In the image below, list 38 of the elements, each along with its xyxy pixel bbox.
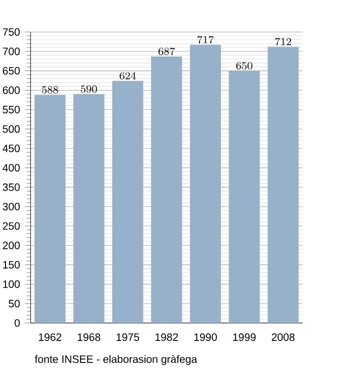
y-tick-label: 300 [2, 202, 20, 210]
source-note: fonte INSEE - elaborasion gràfega [34, 354, 198, 366]
x-tick-label: 1968 [78, 333, 100, 341]
y-tick-label: 450 [2, 144, 20, 152]
data-label: 717 [198, 36, 214, 44]
data-label: 588 [42, 86, 58, 94]
data-label: 624 [120, 72, 136, 80]
bar [151, 56, 182, 323]
y-tick-label: 200 [2, 242, 20, 250]
y-tick-label: 0 [14, 319, 20, 327]
x-tick-label: 1982 [156, 333, 178, 341]
y-tick-label: 100 [3, 280, 20, 288]
x-tick-label: 1999 [233, 333, 256, 341]
x-tick-label: 1975 [116, 333, 140, 341]
x-tick-label: 1990 [194, 333, 217, 341]
y-tick-label: 250 [2, 222, 20, 230]
y-tick-label: 650 [2, 67, 20, 75]
bar [268, 46, 299, 323]
y-tick-label: 350 [2, 183, 20, 191]
bar [228, 70, 260, 323]
data-label: 650 [236, 62, 252, 70]
y-tick-label: 150 [3, 261, 20, 269]
x-tick-label: 1962 [38, 333, 62, 341]
bar [34, 94, 66, 323]
y-tick-label: 50 [8, 300, 20, 308]
data-label: 687 [158, 48, 175, 56]
y-tick-label: 400 [2, 164, 20, 172]
bar [190, 44, 221, 323]
y-tick-label: 500 [2, 125, 20, 133]
y-tick-label: 550 [2, 106, 20, 114]
data-label: 590 [80, 85, 97, 93]
y-tick-label: 700 [2, 48, 20, 56]
data-label: 712 [275, 38, 292, 46]
bar [112, 80, 144, 323]
y-tick-label: 750 [2, 28, 20, 36]
x-tick-label: 2008 [272, 333, 295, 341]
y-tick-label: 600 [2, 86, 20, 94]
bar [73, 94, 104, 323]
